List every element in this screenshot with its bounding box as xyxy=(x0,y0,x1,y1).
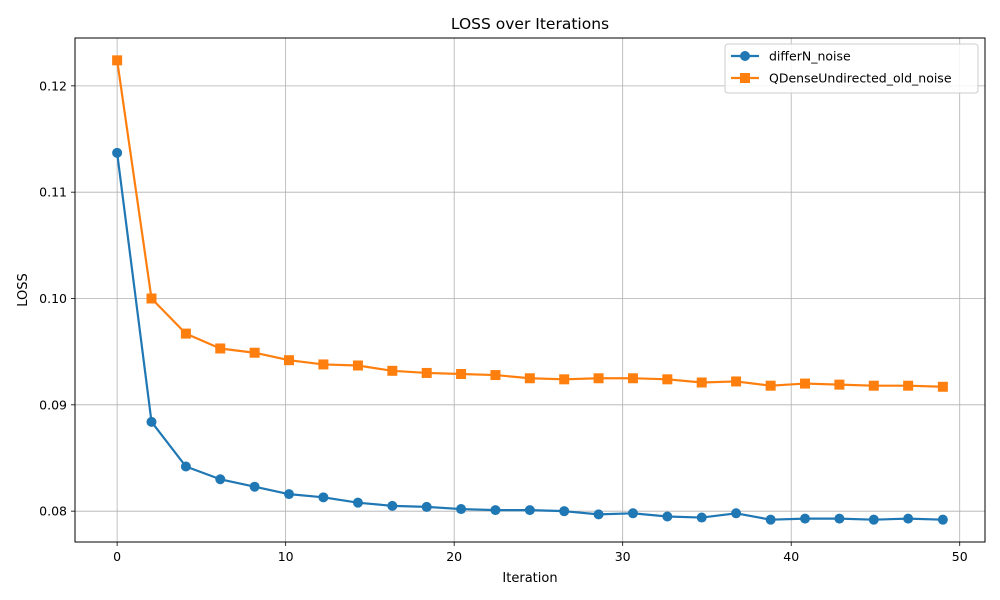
data-point xyxy=(180,328,191,339)
data-point xyxy=(387,365,398,376)
data-point xyxy=(284,489,295,500)
data-point xyxy=(421,501,432,512)
legend-label: differN_noise xyxy=(769,49,851,64)
data-point xyxy=(524,505,535,516)
data-point xyxy=(146,293,157,304)
data-point xyxy=(593,509,604,520)
data-point xyxy=(765,380,776,391)
x-tick-label: 20 xyxy=(446,549,462,564)
y-axis-label: LOSS xyxy=(16,273,31,307)
data-point xyxy=(490,505,501,516)
data-point xyxy=(524,373,535,384)
legend-marker xyxy=(740,51,750,61)
data-point xyxy=(559,506,570,517)
data-point xyxy=(731,376,742,387)
x-axis-ticks: 0 10 20 30 40 50 xyxy=(113,542,968,564)
data-point xyxy=(112,55,123,66)
data-point xyxy=(662,374,673,385)
y-axis-ticks: 0.08 0.09 0.10 0.11 0.12 xyxy=(39,78,75,519)
series-differN_noise xyxy=(112,147,948,525)
series-QDenseUndirected_old_noise xyxy=(112,55,948,392)
data-point xyxy=(421,367,432,378)
series-line xyxy=(116,60,943,388)
data-point xyxy=(215,343,226,354)
data-point xyxy=(593,373,604,384)
series-layer xyxy=(112,55,948,525)
data-point xyxy=(627,508,638,519)
chart-title: LOSS over Iterations xyxy=(451,15,609,33)
data-point xyxy=(352,497,363,508)
data-point xyxy=(284,355,295,366)
plot-frame xyxy=(74,37,986,543)
data-point xyxy=(834,379,845,390)
data-point xyxy=(868,380,879,391)
data-point xyxy=(800,378,811,389)
data-point xyxy=(696,377,707,388)
grid-lines xyxy=(75,38,985,542)
y-tick-label: 0.11 xyxy=(39,185,67,200)
x-tick-label: 30 xyxy=(615,549,631,564)
legend: differN_noise QDenseUndirected_old_noise xyxy=(724,43,979,94)
data-point xyxy=(765,514,776,525)
y-tick-label: 0.10 xyxy=(39,291,67,306)
data-point xyxy=(215,474,226,485)
data-point xyxy=(146,416,157,427)
data-point xyxy=(318,492,329,503)
data-point xyxy=(112,147,123,158)
data-point xyxy=(456,504,467,515)
data-point xyxy=(456,369,467,379)
x-tick-label: 0 xyxy=(113,549,121,564)
data-point xyxy=(696,512,707,523)
x-tick-label: 50 xyxy=(952,549,968,564)
data-point xyxy=(352,360,363,371)
data-point xyxy=(180,461,191,472)
legend-item: differN_noise xyxy=(731,49,851,64)
data-point xyxy=(731,508,742,519)
data-point xyxy=(490,370,501,381)
data-point xyxy=(868,514,879,525)
legend-marker xyxy=(740,73,750,83)
data-point xyxy=(249,347,260,358)
x-tick-label: 40 xyxy=(783,549,799,564)
data-point xyxy=(318,359,329,370)
data-point xyxy=(387,500,398,511)
x-tick-label: 10 xyxy=(278,549,294,564)
data-point xyxy=(627,373,638,384)
data-point xyxy=(937,514,948,525)
y-tick-label: 0.08 xyxy=(39,504,67,519)
data-point xyxy=(834,513,845,524)
legend-label: QDenseUndirected_old_noise xyxy=(769,71,952,86)
x-axis-label: Iteration xyxy=(502,571,557,586)
data-point xyxy=(903,380,914,391)
data-point xyxy=(800,513,811,524)
y-tick-label: 0.09 xyxy=(39,397,67,412)
data-point xyxy=(249,481,260,492)
legend-item: QDenseUndirected_old_noise xyxy=(731,71,952,86)
legend-box xyxy=(724,43,979,94)
y-tick-label: 0.12 xyxy=(39,78,67,93)
data-point xyxy=(662,511,673,522)
data-point xyxy=(903,513,914,524)
data-point xyxy=(559,374,570,385)
series-line xyxy=(116,152,943,521)
data-point xyxy=(937,381,948,392)
